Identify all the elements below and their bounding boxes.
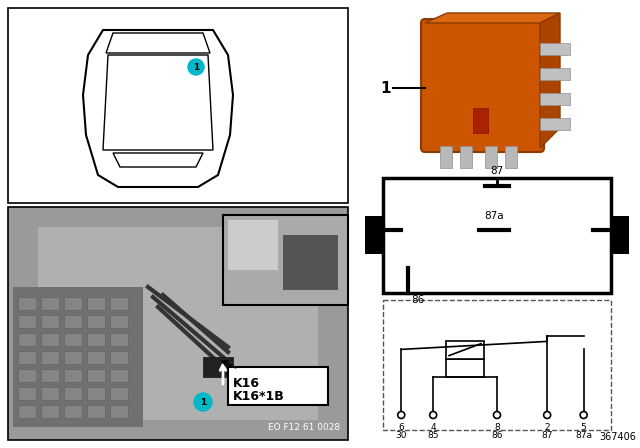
Bar	[540, 43, 570, 55]
Bar	[485, 146, 497, 168]
Bar	[41, 297, 59, 310]
Bar	[440, 146, 452, 168]
Bar	[64, 333, 82, 346]
Text: 87a: 87a	[575, 431, 592, 440]
Circle shape	[194, 393, 212, 411]
Bar	[110, 297, 128, 310]
Text: K16: K16	[233, 377, 260, 390]
Bar	[64, 351, 82, 364]
Circle shape	[397, 412, 404, 418]
Text: 6: 6	[398, 423, 404, 432]
Circle shape	[429, 412, 436, 418]
Bar	[110, 369, 128, 382]
Bar	[18, 333, 36, 346]
Bar	[87, 315, 105, 328]
Circle shape	[580, 412, 587, 418]
Bar	[228, 220, 278, 270]
Text: 1: 1	[200, 397, 206, 406]
Bar	[38, 227, 318, 420]
Bar	[87, 405, 105, 418]
Bar	[87, 333, 105, 346]
Text: 85: 85	[428, 431, 439, 440]
Bar	[64, 387, 82, 400]
Text: 87a: 87a	[484, 211, 504, 221]
Bar	[18, 387, 36, 400]
Bar	[540, 118, 570, 130]
Text: 4: 4	[430, 423, 436, 432]
Bar	[505, 146, 517, 168]
Bar	[41, 369, 59, 382]
Circle shape	[188, 59, 204, 75]
Bar	[110, 333, 128, 346]
Bar	[446, 340, 484, 358]
Bar	[41, 351, 59, 364]
Bar	[540, 93, 570, 105]
Bar	[87, 369, 105, 382]
Text: 86: 86	[492, 431, 503, 440]
Text: 87: 87	[490, 166, 504, 176]
Bar	[18, 315, 36, 328]
Bar	[87, 297, 105, 310]
Bar	[64, 369, 82, 382]
Bar	[87, 387, 105, 400]
Text: 85: 85	[616, 224, 629, 234]
Bar	[41, 387, 59, 400]
Bar	[8, 207, 348, 440]
Bar	[110, 351, 128, 364]
Text: 8: 8	[494, 423, 500, 432]
Bar	[283, 235, 338, 290]
Circle shape	[543, 412, 550, 418]
Bar	[383, 178, 611, 293]
Bar	[611, 216, 629, 254]
Bar	[540, 68, 570, 80]
Text: 1: 1	[380, 81, 390, 95]
Bar	[64, 315, 82, 328]
Bar	[203, 357, 233, 377]
Bar	[110, 387, 128, 400]
Text: 30: 30	[365, 224, 378, 234]
Bar	[18, 297, 36, 310]
Bar	[41, 333, 59, 346]
Circle shape	[493, 412, 500, 418]
Text: K16*1B: K16*1B	[233, 390, 285, 403]
Text: 367406: 367406	[599, 432, 636, 442]
Text: 87: 87	[541, 431, 553, 440]
Bar	[18, 369, 36, 382]
Bar	[223, 215, 348, 305]
Bar	[473, 108, 488, 133]
Text: EO F12 61 0028: EO F12 61 0028	[268, 423, 340, 432]
Bar	[460, 146, 472, 168]
Bar	[18, 405, 36, 418]
Bar	[110, 315, 128, 328]
Bar	[365, 216, 383, 254]
Text: 5: 5	[580, 423, 586, 432]
Text: 30: 30	[396, 431, 407, 440]
Bar	[110, 405, 128, 418]
Bar	[64, 405, 82, 418]
FancyBboxPatch shape	[421, 19, 544, 152]
Polygon shape	[425, 13, 560, 23]
Bar	[41, 405, 59, 418]
Bar	[13, 287, 143, 427]
Bar	[446, 358, 484, 377]
Polygon shape	[540, 13, 560, 148]
Text: 1: 1	[193, 63, 199, 72]
Text: 86: 86	[411, 295, 424, 305]
Bar	[41, 315, 59, 328]
Bar	[383, 300, 611, 430]
Bar	[64, 297, 82, 310]
Bar	[18, 351, 36, 364]
Text: 2: 2	[545, 423, 550, 432]
Bar	[87, 351, 105, 364]
Bar	[228, 367, 328, 405]
Bar	[8, 8, 348, 203]
